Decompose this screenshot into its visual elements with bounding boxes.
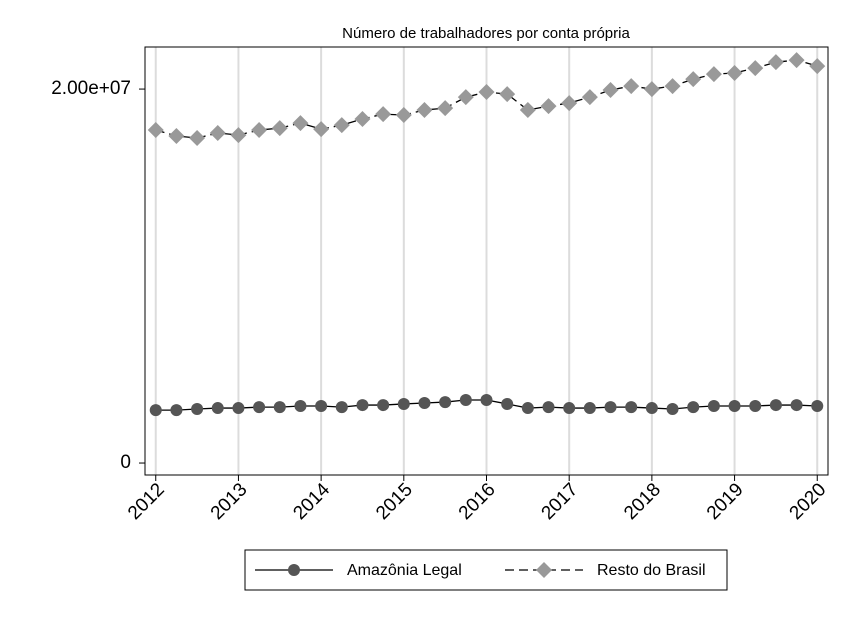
data-point <box>480 394 493 407</box>
y-tick-label: 0 <box>120 452 131 473</box>
data-point <box>377 399 390 412</box>
data-point <box>397 397 410 410</box>
legend-marker <box>288 564 300 576</box>
data-point <box>356 399 369 412</box>
y-tick-label: 2.00e+07 <box>51 78 131 99</box>
data-point <box>687 401 700 414</box>
data-point <box>375 106 392 123</box>
data-point <box>478 84 495 101</box>
data-point <box>416 102 433 119</box>
data-point <box>315 400 328 413</box>
data-point <box>767 54 784 71</box>
data-point <box>437 100 454 117</box>
data-point <box>230 127 247 144</box>
data-point <box>253 401 266 414</box>
data-point <box>395 107 412 124</box>
data-point <box>728 400 741 413</box>
data-point <box>685 71 702 88</box>
data-point <box>313 121 330 138</box>
data-point <box>147 122 164 139</box>
data-point <box>354 110 371 127</box>
data-point <box>645 402 658 415</box>
data-point <box>333 117 350 134</box>
data-point <box>499 86 516 103</box>
data-point <box>542 401 555 414</box>
data-point <box>749 400 762 413</box>
data-point <box>747 60 764 77</box>
data-point <box>726 64 743 81</box>
data-point <box>561 95 578 112</box>
data-point <box>459 394 472 407</box>
data-point <box>563 402 576 415</box>
data-point <box>294 400 307 413</box>
data-point <box>251 122 268 139</box>
legend-label: Amazônia Legal <box>347 562 462 579</box>
data-point <box>583 402 596 415</box>
data-point <box>643 81 660 98</box>
data-point <box>811 400 824 413</box>
data-point <box>602 82 619 99</box>
data-point <box>519 102 536 119</box>
data-point <box>149 404 162 417</box>
data-point <box>170 404 183 417</box>
data-point <box>292 115 309 132</box>
legend-box <box>244 549 728 591</box>
data-point <box>790 399 803 412</box>
data-point <box>418 397 431 410</box>
data-point <box>232 402 245 415</box>
data-point <box>788 52 805 69</box>
data-point <box>439 396 452 409</box>
data-point <box>809 58 826 75</box>
legend-marker <box>536 562 552 578</box>
data-point <box>191 402 204 415</box>
data-point <box>273 401 286 414</box>
data-point <box>604 401 617 414</box>
data-point <box>707 400 720 413</box>
data-point <box>168 128 185 145</box>
data-point <box>457 89 474 106</box>
data-point <box>540 98 557 115</box>
data-point <box>189 130 206 147</box>
data-point <box>625 401 638 414</box>
data-point <box>209 125 226 142</box>
data-point <box>623 78 640 95</box>
data-point <box>271 120 288 137</box>
data-point <box>769 399 782 412</box>
chart-title: Número de trabalhadores por conta própri… <box>342 25 630 42</box>
data-point <box>501 397 514 410</box>
data-point <box>521 402 534 415</box>
data-point <box>581 89 598 106</box>
data-point <box>705 66 722 83</box>
legend-label: Resto do Brasil <box>597 562 706 579</box>
data-point <box>666 402 679 415</box>
data-point <box>335 401 348 414</box>
data-point <box>664 78 681 95</box>
data-point <box>211 402 224 415</box>
